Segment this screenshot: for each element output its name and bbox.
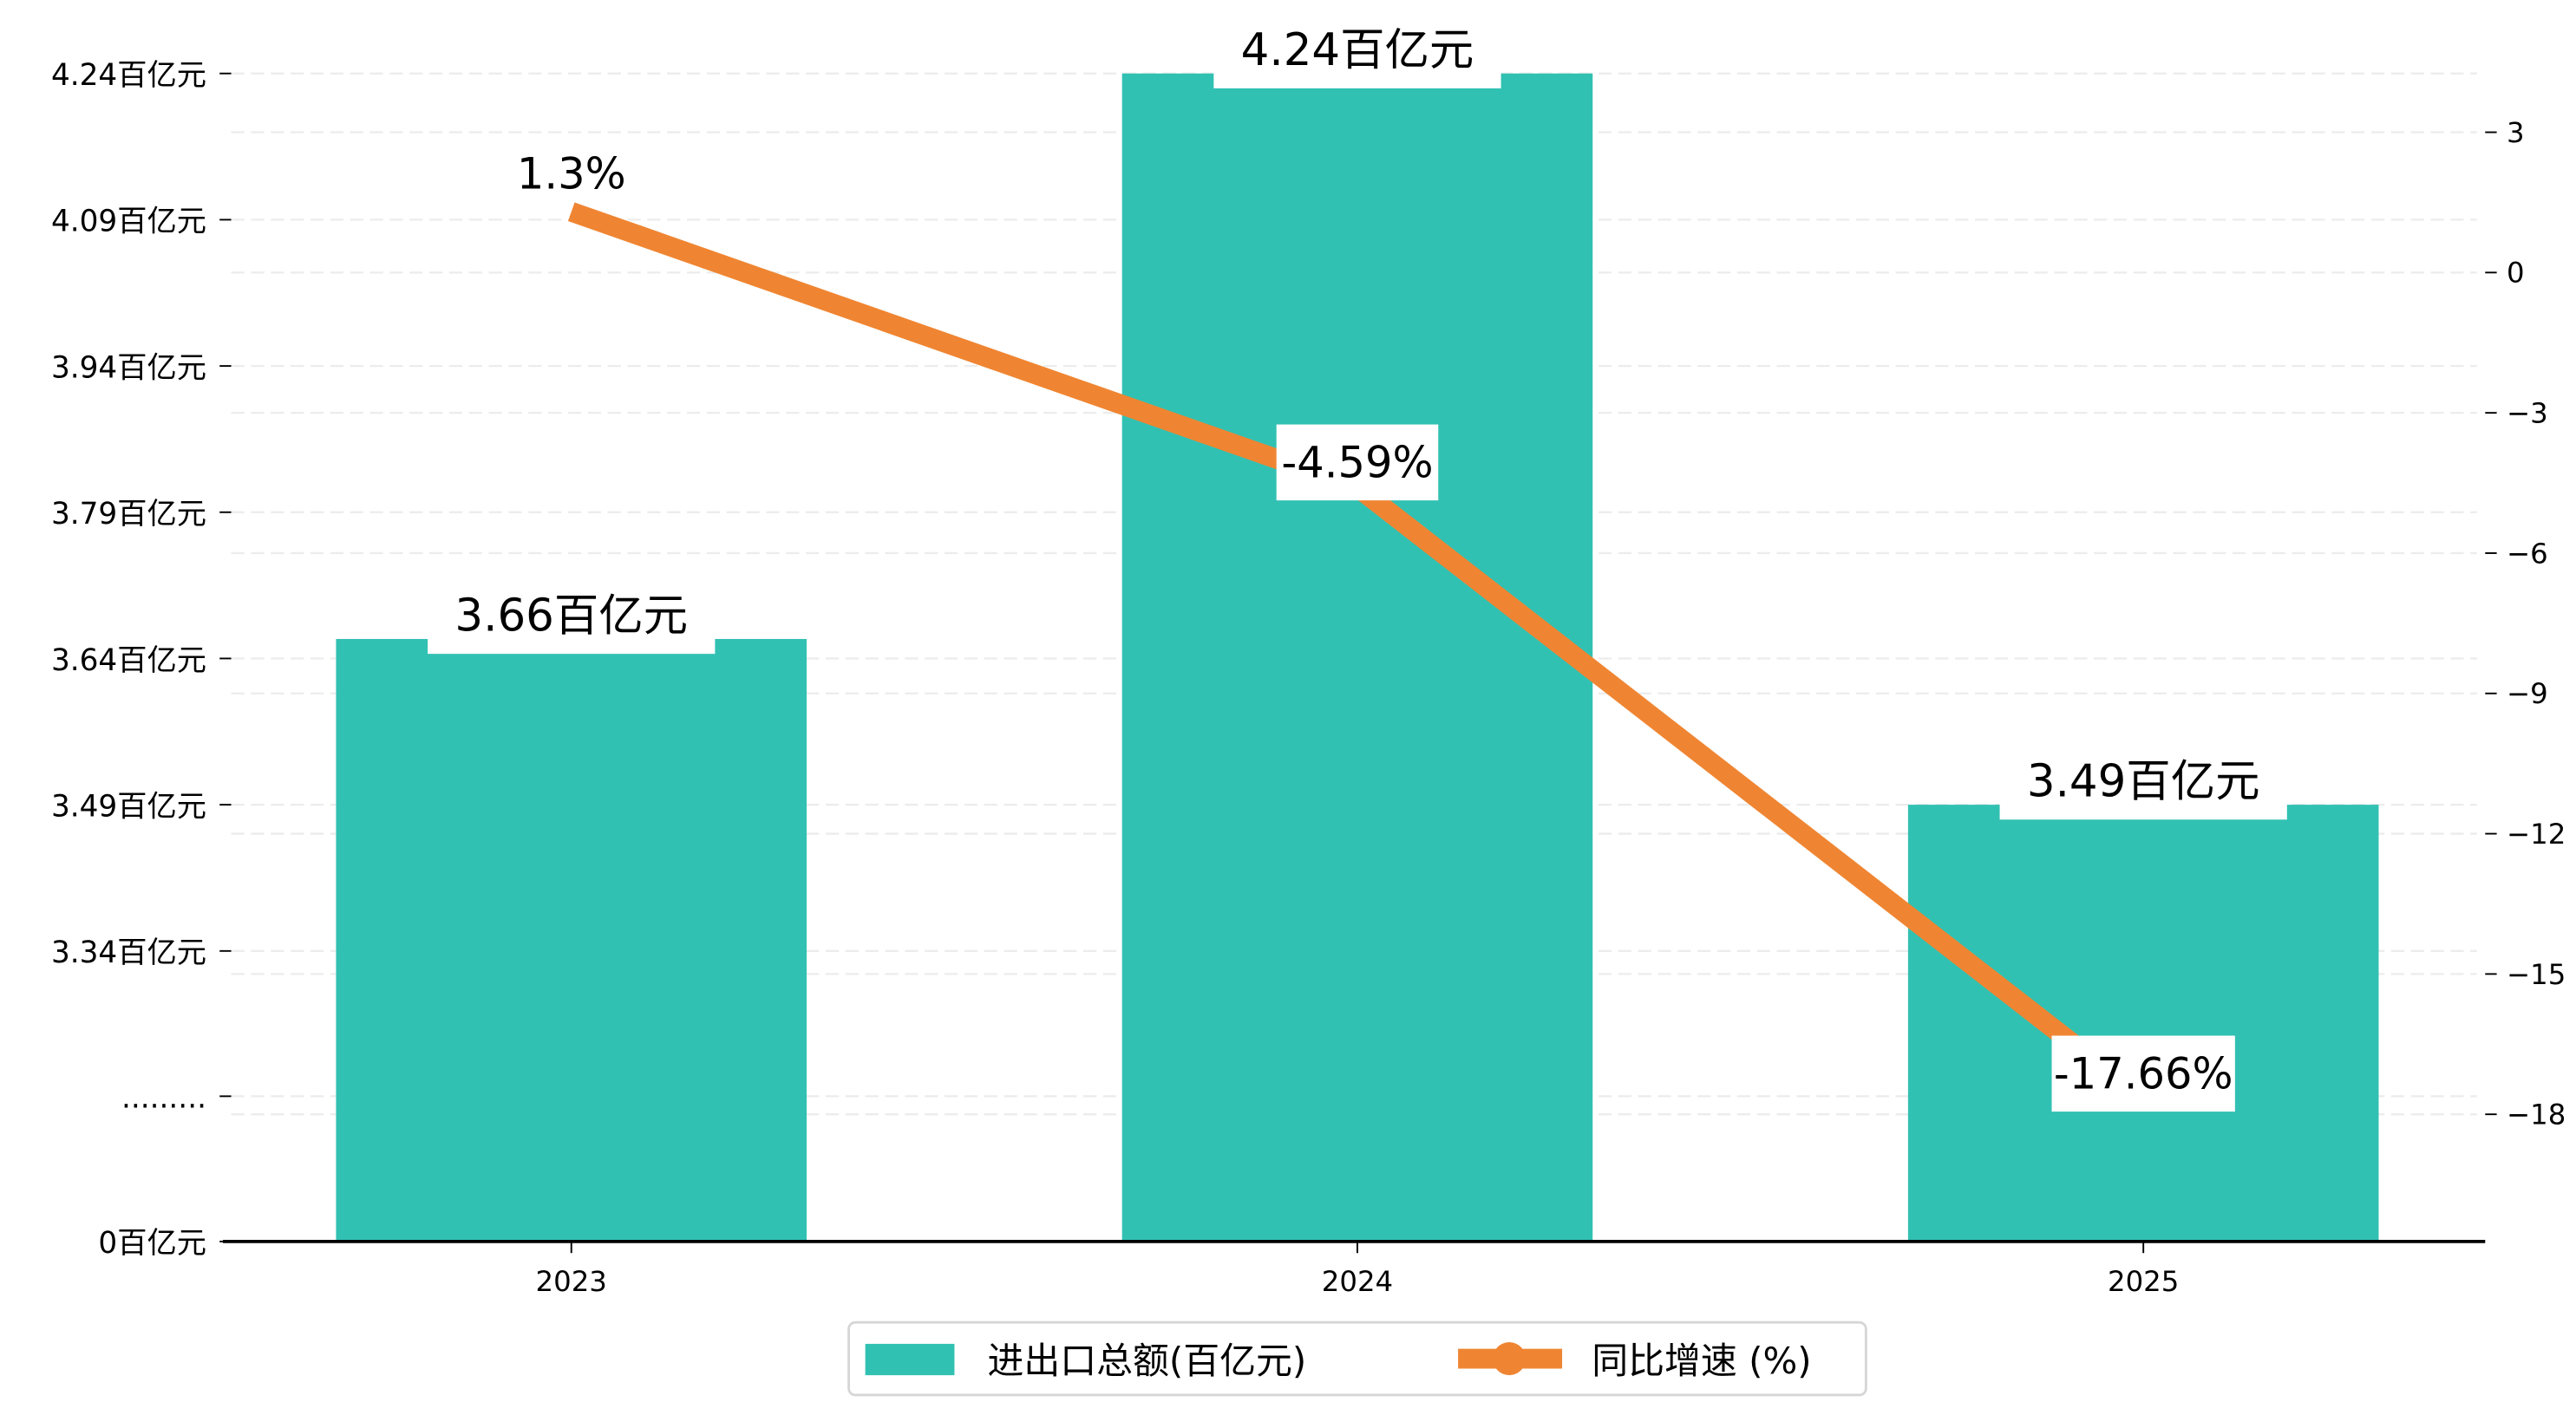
bar-label-bg	[1999, 745, 2287, 820]
legend-label-bar: 进出口总额(百亿元)	[988, 1340, 1307, 1382]
x-axis-tick-label: 2025	[2108, 1265, 2179, 1298]
x-axis-tick-label: 2024	[1322, 1265, 1393, 1298]
left-axis-tick-label: 3.94百亿元	[51, 350, 206, 385]
growth-label-bg	[2051, 1035, 2235, 1112]
right-axis-tick-label: −18	[2507, 1099, 2566, 1131]
left-axis-tick-label: .........	[121, 1081, 206, 1116]
bar-label-bg	[428, 579, 716, 655]
legend-swatch-bar	[865, 1343, 955, 1376]
right-axis-tick-label: −3	[2507, 397, 2548, 430]
growth-value-label: -17.66%	[2054, 1048, 2233, 1099]
x-axis-tick-label: 2023	[536, 1265, 607, 1298]
bars	[336, 73, 2379, 1242]
bar-2025	[1907, 805, 2379, 1242]
legend-box	[847, 1320, 1867, 1397]
left-axis-tick-label: 3.49百亿元	[51, 789, 206, 824]
data-labels: 3.66百亿元 4.24百亿元 3.49百亿元 1.3% -4.59% -17.66%	[428, 14, 2287, 1112]
bar-value-label: 4.24百亿元	[1241, 24, 1474, 76]
legend-label-line: 同比增速 (%)	[1592, 1340, 1811, 1382]
growth-value-label: 1.3%	[517, 149, 626, 199]
growth-label-bg	[1276, 424, 1439, 501]
right-axis-tick-label: 0	[2507, 257, 2525, 290]
left-axis-tick-label: 3.79百亿元	[51, 497, 206, 531]
bar-label-bg	[1213, 14, 1501, 88]
bar-value-label: 3.66百亿元	[454, 590, 688, 642]
right-axis-tick-label: 3	[2507, 116, 2525, 149]
left-axis-tick-label: 4.09百亿元	[51, 205, 206, 239]
right-axis-tick-label: −12	[2507, 818, 2566, 851]
axes: 0百亿元......... 3.34百亿元 3.49百亿元 3.64百亿元 3.79百亿…	[51, 58, 2566, 1298]
right-axis-tick-label: −15	[2507, 958, 2566, 991]
left-axis-tick-label: 3.34百亿元	[51, 936, 206, 970]
legend-marker-line	[1493, 1342, 1527, 1376]
bar-2024	[1121, 73, 1593, 1242]
bar-value-label: 3.49百亿元	[2027, 756, 2260, 808]
left-axis-tick-label: 4.24百亿元	[51, 58, 206, 93]
left-axis-tick-label: 3.64百亿元	[51, 643, 206, 678]
bar-2023	[336, 638, 807, 1242]
right-axis-tick-label: −6	[2507, 537, 2548, 570]
growth-value-label: -4.59%	[1281, 437, 1433, 487]
right-axis-tick-label: −9	[2507, 677, 2548, 710]
left-axis-tick-label: 0百亿元	[98, 1226, 206, 1261]
legend: 进出口总额(百亿元) 同比增速 (%)	[847, 1320, 1867, 1397]
